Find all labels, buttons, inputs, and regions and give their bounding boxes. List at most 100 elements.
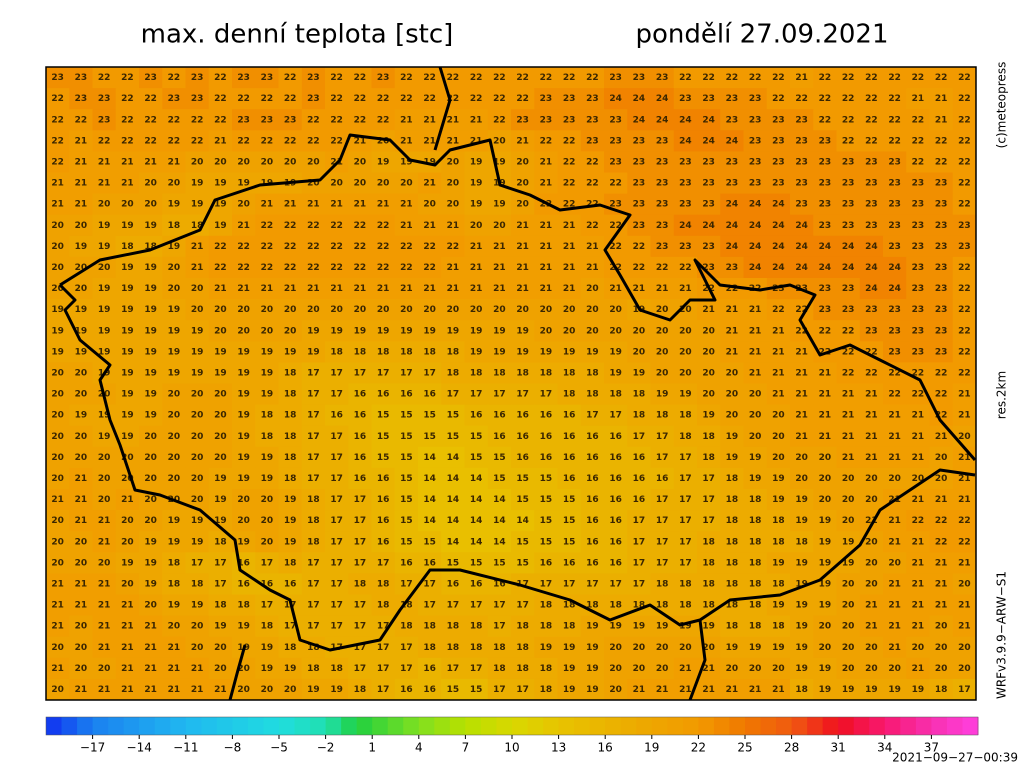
grid-value: 17 <box>330 601 343 611</box>
grid-cell <box>92 172 117 195</box>
grid-value: 17 <box>563 579 576 589</box>
grid-value: 20 <box>168 474 181 484</box>
grid-cell <box>418 151 442 173</box>
grid-value: 16 <box>609 432 622 442</box>
grid-cell <box>46 109 70 131</box>
grid-value: 20 <box>935 453 948 463</box>
grid-value: 20 <box>865 664 878 674</box>
grid-value: 22 <box>958 94 971 104</box>
grid-value: 20 <box>284 305 297 315</box>
grid-value: 20 <box>51 643 64 653</box>
grid-cell <box>139 193 163 216</box>
grid-value: 17 <box>330 558 343 568</box>
grid-value: 19 <box>237 537 250 547</box>
grid-value: 17 <box>330 537 343 547</box>
grid-value: 23 <box>842 179 855 189</box>
grid-cell <box>255 88 279 110</box>
grid-value: 23 <box>656 136 669 146</box>
grid-value: 18 <box>702 432 715 442</box>
grid-value: 16 <box>377 474 390 484</box>
grid-value: 23 <box>656 179 669 189</box>
grid-value: 17 <box>214 579 227 589</box>
grid-value: 18 <box>214 601 227 611</box>
grid-value: 21 <box>772 368 785 378</box>
grid-cell <box>883 235 907 258</box>
grid-cell <box>278 88 303 110</box>
grid-value: 22 <box>423 73 436 83</box>
grid-cell <box>162 256 186 279</box>
grid-value: 18 <box>516 622 529 632</box>
grid-value: 18 <box>540 664 553 674</box>
grid-value: 20 <box>609 305 622 315</box>
grid-value: 15 <box>516 558 529 568</box>
grid-value: 20 <box>51 474 64 484</box>
grid-value: 17 <box>540 579 553 589</box>
grid-value: 16 <box>540 411 553 421</box>
grid-value: 20 <box>168 284 181 294</box>
grid-value: 16 <box>354 453 367 463</box>
grid-cell <box>511 235 535 258</box>
grid-value: 23 <box>702 94 715 104</box>
grid-value: 17 <box>330 622 343 632</box>
grid-cell <box>115 130 140 152</box>
grid-value: 20 <box>656 368 669 378</box>
grid-value: 23 <box>284 115 297 125</box>
grid-value: 19 <box>121 221 134 231</box>
grid-value: 21 <box>795 411 808 421</box>
grid-value: 18 <box>284 474 297 484</box>
grid-cell <box>325 109 349 131</box>
grid-cell <box>464 67 489 89</box>
colorbar-segment <box>294 717 311 735</box>
grid-value: 20 <box>261 305 274 315</box>
grid-cell <box>185 193 210 216</box>
grid-value: 22 <box>563 73 576 83</box>
grid-cell <box>278 214 303 237</box>
grid-value: 20 <box>98 495 111 505</box>
grid-value: 18 <box>423 347 436 357</box>
grid-value: 21 <box>586 263 599 273</box>
grid-value: 21 <box>98 516 111 526</box>
grid-value: 19 <box>842 537 855 547</box>
grid-value: 19 <box>261 664 274 674</box>
grid-value: 21 <box>516 242 529 252</box>
grid-value: 22 <box>842 115 855 125</box>
grid-value: 21 <box>121 601 134 611</box>
grid-cell <box>836 235 861 258</box>
grid-value: 17 <box>400 664 413 674</box>
grid-value: 18 <box>702 537 715 547</box>
grid-value: 18 <box>284 558 297 568</box>
grid-cell <box>813 151 837 173</box>
grid-value: 24 <box>726 242 739 252</box>
grid-value: 21 <box>98 579 111 589</box>
grid-value: 22 <box>354 73 367 83</box>
grid-value: 20 <box>656 326 669 336</box>
grid-cell <box>115 109 140 131</box>
grid-value: 21 <box>330 200 343 210</box>
grid-value: 23 <box>679 179 692 189</box>
grid-value: 21 <box>888 453 901 463</box>
grid-cell <box>883 88 907 110</box>
grid-value: 22 <box>586 73 599 83</box>
grid-value: 22 <box>237 242 250 252</box>
grid-value: 20 <box>214 305 227 315</box>
grid-value: 23 <box>749 179 762 189</box>
grid-cell <box>255 256 279 279</box>
grid-value: 19 <box>121 368 134 378</box>
grid-value: 21 <box>516 221 529 231</box>
grid-value: 22 <box>656 263 669 273</box>
grid-value: 22 <box>865 368 878 378</box>
colorbar-tick-label: −5 <box>270 741 288 755</box>
grid-value: 24 <box>679 115 692 125</box>
grid-value: 21 <box>75 516 88 526</box>
grid-value: 23 <box>633 136 646 146</box>
grid-cell <box>487 235 512 258</box>
grid-value: 18 <box>679 411 692 421</box>
grid-value: 20 <box>51 453 64 463</box>
grid-cell <box>255 214 279 237</box>
grid-cell <box>208 214 233 237</box>
grid-value: 16 <box>423 558 436 568</box>
grid-value: 19 <box>121 390 134 400</box>
grid-cell <box>580 109 605 131</box>
grid-value: 23 <box>679 242 692 252</box>
colorbar-segment <box>108 717 125 735</box>
